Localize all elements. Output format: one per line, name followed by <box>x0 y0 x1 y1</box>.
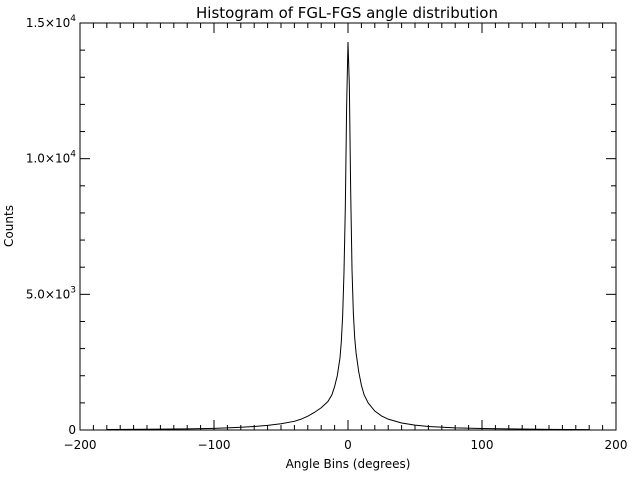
y-tick-label: 1.5×104 <box>26 14 76 30</box>
y-tick-labels: 0 5.0×103 1.0×104 1.5×104 <box>26 14 76 437</box>
axis-ticks <box>79 22 617 431</box>
plot-frame <box>79 22 617 431</box>
y-tick-label: 5.0×103 <box>26 285 76 301</box>
series-line <box>106 41 590 431</box>
x-tick-label: 0 <box>344 438 352 452</box>
y-tick-label: 1.0×104 <box>26 150 76 166</box>
x-tick-label: 200 <box>605 438 628 452</box>
y-tick-label: 0 <box>68 423 76 437</box>
x-axis-label: Angle Bins (degrees) <box>286 457 411 471</box>
plot-axes <box>79 22 617 431</box>
x-tick-label: 100 <box>471 438 494 452</box>
x-tick-label: −200 <box>64 438 97 452</box>
x-tick-label: −100 <box>198 438 231 452</box>
y-axis-label: Counts <box>2 205 16 247</box>
x-tick-labels: −200 −100 0 100 200 <box>64 438 628 452</box>
chart-title: Histogram of FGL-FGS angle distribution <box>196 4 498 22</box>
